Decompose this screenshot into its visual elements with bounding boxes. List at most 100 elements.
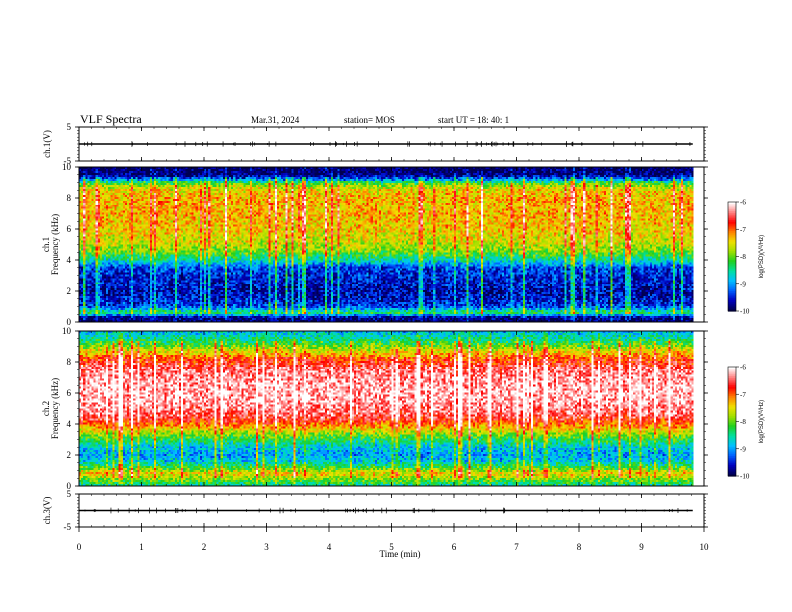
colorbar-segment xyxy=(728,305,736,308)
colorbar-segment xyxy=(728,436,736,439)
date-label: Mar.31, 2024 xyxy=(251,115,300,125)
colorbar-segment xyxy=(728,423,736,426)
colorbar-tick-label: -9 xyxy=(740,445,746,453)
colorbar-segment xyxy=(728,372,736,375)
y-axis-label-channel: ch.1 xyxy=(41,237,51,252)
colorbar-segment xyxy=(728,421,736,424)
x-tick-label: 8 xyxy=(577,542,582,552)
colorbar-segment xyxy=(728,280,736,283)
colorbar-segment xyxy=(728,401,736,404)
colorbar-segment xyxy=(728,243,736,247)
colorbar-segment xyxy=(728,247,736,250)
colorbar-segment xyxy=(728,465,736,468)
colorbar-segment xyxy=(728,448,736,452)
colorbar-tick-label: -10 xyxy=(740,308,750,316)
colorbar-segment xyxy=(728,301,736,305)
colorbar-segment xyxy=(728,216,736,219)
colorbar-segment xyxy=(728,274,736,278)
colorbar-segment xyxy=(728,223,736,227)
y-tick-label: 4 xyxy=(67,419,72,429)
colorbar-segment xyxy=(728,263,736,267)
colorbar-segment xyxy=(728,461,736,464)
colorbar-segment xyxy=(728,252,736,256)
colorbar-segment xyxy=(728,291,736,294)
y-axis-label-voltage: ch.3(V) xyxy=(42,497,52,525)
colorbar-segment xyxy=(728,425,736,428)
x-axis-label: Time (min) xyxy=(380,549,421,559)
x-tick-label: 0 xyxy=(77,542,82,552)
colorbar-segment xyxy=(728,397,736,401)
colorbar-segment xyxy=(728,412,736,415)
colorbar-segment xyxy=(728,238,736,241)
colorbar-segment xyxy=(728,283,736,287)
colorbar-segment xyxy=(728,207,736,210)
y-tick-label: 5 xyxy=(67,489,72,499)
colorbar-segment xyxy=(728,374,736,377)
colorbar-segment xyxy=(728,417,736,421)
y-tick-label: 6 xyxy=(67,388,72,398)
colorbar-segment xyxy=(728,416,736,419)
y-tick-label: 4 xyxy=(67,255,72,265)
colorbar-segment xyxy=(728,390,736,394)
colorbar-segment xyxy=(728,271,736,274)
colorbar-tick-label: -6 xyxy=(740,199,746,207)
y-tick-label: 0 xyxy=(67,317,72,327)
colorbar-segment xyxy=(728,256,736,259)
colorbar-segment xyxy=(728,394,736,397)
colorbar-segment xyxy=(728,254,736,258)
y-axis-label-voltage: ch.1(V) xyxy=(42,130,52,158)
colorbar-segment xyxy=(728,309,736,312)
y-axis-label-channel: ch.2 xyxy=(41,401,51,416)
colorbar-segment xyxy=(728,220,736,223)
colorbar-segment xyxy=(728,292,736,296)
colorbar-segment xyxy=(728,450,736,453)
colorbar-segment xyxy=(728,463,736,466)
colorbar-segment xyxy=(728,396,736,399)
colorbar-segment xyxy=(728,218,736,221)
x-tick-label: 9 xyxy=(639,542,644,552)
colorbar-segment xyxy=(728,459,736,463)
colorbar-segment xyxy=(728,376,736,379)
colorbar-segment xyxy=(728,231,736,234)
colorbar-segment xyxy=(728,278,736,281)
colorbar-segment xyxy=(728,241,736,245)
colorbar-segment xyxy=(728,285,736,288)
colorbar-segment xyxy=(728,245,736,249)
colorbar-tick-label: -7 xyxy=(740,391,746,399)
colorbar-segment xyxy=(728,443,736,446)
colorbar-segment xyxy=(728,379,736,383)
colorbar-segment xyxy=(728,426,736,430)
colorbar-segment xyxy=(728,446,736,450)
colorbar-segment xyxy=(728,405,736,408)
colorbar-segment xyxy=(728,385,736,388)
colorbar-segment xyxy=(728,437,736,441)
colorbar-segment xyxy=(728,403,736,406)
colorbar-segment xyxy=(728,202,736,205)
colorbar-segment xyxy=(728,212,736,216)
colorbar-tick-label: -6 xyxy=(740,364,746,372)
colorbar-segment xyxy=(728,221,736,225)
x-tick-label: 5 xyxy=(389,542,394,552)
colorbar-segment xyxy=(728,367,736,370)
colorbar-segment xyxy=(728,203,736,207)
colorbar-segment xyxy=(728,434,736,437)
colorbar-segment xyxy=(728,457,736,461)
colorbar-tick-label: -7 xyxy=(740,226,746,234)
colorbar-segment xyxy=(728,287,736,290)
colorbar-segment xyxy=(728,272,736,276)
y-tick-label: 8 xyxy=(67,193,72,203)
colorbar-segment xyxy=(728,205,736,209)
x-tick-label: 2 xyxy=(202,542,207,552)
station-label: station= MOS xyxy=(344,115,395,125)
colorbar-segment xyxy=(728,439,736,443)
colorbar-segment xyxy=(728,300,736,303)
colorbar-segment xyxy=(728,472,736,475)
colorbar-segment xyxy=(728,456,736,459)
colorbar-segment xyxy=(728,265,736,268)
y-tick-label: 2 xyxy=(67,286,72,296)
y-tick-label: 10 xyxy=(62,162,72,172)
colorbar-segment xyxy=(728,251,736,254)
x-tick-label: 4 xyxy=(327,542,332,552)
